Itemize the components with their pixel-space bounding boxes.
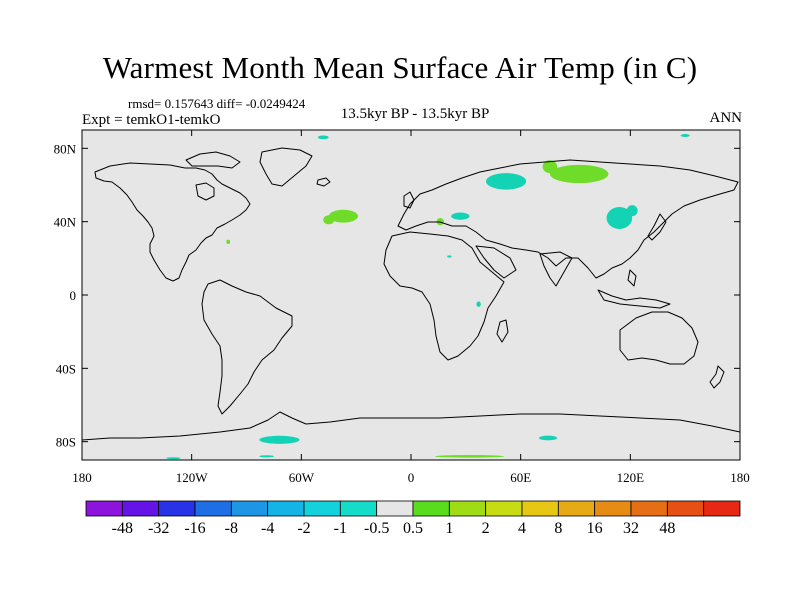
coast-africa [383,231,505,361]
y-tick-label: 40N [54,215,77,230]
x-tick-label: 180 [730,470,750,485]
colorbar-swatch [303,500,341,517]
x-tick-label: 180 [72,470,92,485]
coast-philippines [627,269,637,287]
x-tick-label: 60W [289,470,315,485]
colorbar-swatch [521,500,559,517]
anomaly-patch [680,134,690,137]
colorbar-swatch [194,500,232,517]
coast-iceland [316,177,331,187]
colorbar-swatch [121,500,160,517]
experiment-label: Expt = temkO1-temkO [82,112,221,128]
coast-british-isles [403,191,415,209]
coast-arabia [475,245,517,279]
coast-madagascar [496,319,509,343]
stats-label: rmsd= 0.157643 diff= -0.0249424 [128,96,306,111]
x-tick-label: 0 [408,470,415,485]
colorbar-label: 2 [482,520,490,537]
axis-ticks: 180 120W 60W 0 60E 120E 180 80N 40N 0 40S 80S [54,130,750,485]
colorbar-swatch [666,500,705,517]
colorbar-swatch [594,500,632,517]
coast-north-america [94,162,251,282]
colorbar-swatch [703,500,741,517]
colorbar-swatch [557,500,596,517]
coast-south-america [201,279,293,415]
anomaly-patch [447,255,452,258]
coast-new-zealand [709,365,725,389]
colorbar-label: -4 [261,520,274,537]
anomaly-patches [166,134,690,460]
colorbar-label: 1 [445,520,453,537]
colorbar-label: 16 [587,520,603,537]
colorbar-swatch [339,500,378,517]
y-tick-label: 0 [70,288,77,303]
colorbar-swatch [412,500,450,517]
colorbar-label: -48 [112,520,133,537]
colorbar-swatch [630,500,668,517]
anomaly-patch [317,135,329,140]
coast-arctic-islands [185,151,241,169]
colorbar-label: -1 [334,520,347,537]
coast-india [539,251,573,287]
colorbar-label: 48 [659,520,675,537]
anomaly-patch [626,205,638,217]
anomaly-patch [259,435,300,444]
colorbar-label: 8 [554,520,562,537]
colorbar-label: -0.5 [364,520,389,537]
anomaly-patch [476,301,481,307]
colorbar-label: -8 [225,520,238,537]
colorbar-swatch [230,500,269,517]
coastlines [82,147,740,441]
anomaly-patch [166,457,181,460]
coast-antarctica [82,411,740,441]
x-tick-label: 60E [510,470,531,485]
colorbar-label: -16 [184,520,205,537]
colorbar-label: -32 [148,520,169,537]
colorbar-swatch [448,500,487,517]
colorbar-swatch [267,500,305,517]
colorbar: -48 -32 -16 -8 -4 -2 -1 -0.5 0.5 1 2 4 8 16 32 48 [85,500,741,537]
anomaly-patch [549,164,609,184]
x-tick-label: 120W [176,470,209,485]
period-label: 13.5kyr BP - 13.5kyr BP [340,106,490,122]
colorbar-label: 0.5 [403,520,423,537]
colorbar-swatch [485,500,523,517]
coast-japan [647,213,667,241]
y-tick-label: 40S [56,361,76,376]
anomaly-patch [538,435,558,441]
anomaly-patch [434,455,505,458]
anomaly-patch [328,209,358,223]
coast-hudson-bay [195,182,215,201]
season-label: ANN [709,110,743,126]
y-tick-label: 80S [56,435,76,450]
x-tick-label: 120E [617,470,645,485]
coast-greenland [259,147,313,187]
colorbar-swatch [376,500,414,517]
anomaly-patch [542,160,558,174]
map-background [82,130,740,460]
anomaly-patch [485,173,527,190]
anomaly-patch [323,215,335,225]
anomaly-patch [226,239,231,245]
colorbar-swatch [158,500,196,517]
coast-eurasia [397,159,739,279]
anomaly-patch [259,455,274,458]
map-title: Warmest Month Mean Surface Air Temp (in … [102,50,698,85]
colorbar-label: 32 [623,520,639,537]
colorbar-swatch [85,500,123,517]
colorbar-label: -2 [297,520,310,537]
anomaly-patch [451,212,470,220]
colorbar-label: 4 [518,520,526,537]
anomaly-patch [606,207,633,229]
y-tick-label: 80N [54,141,77,156]
coast-se-asia [597,289,671,309]
coast-australia [619,311,699,365]
